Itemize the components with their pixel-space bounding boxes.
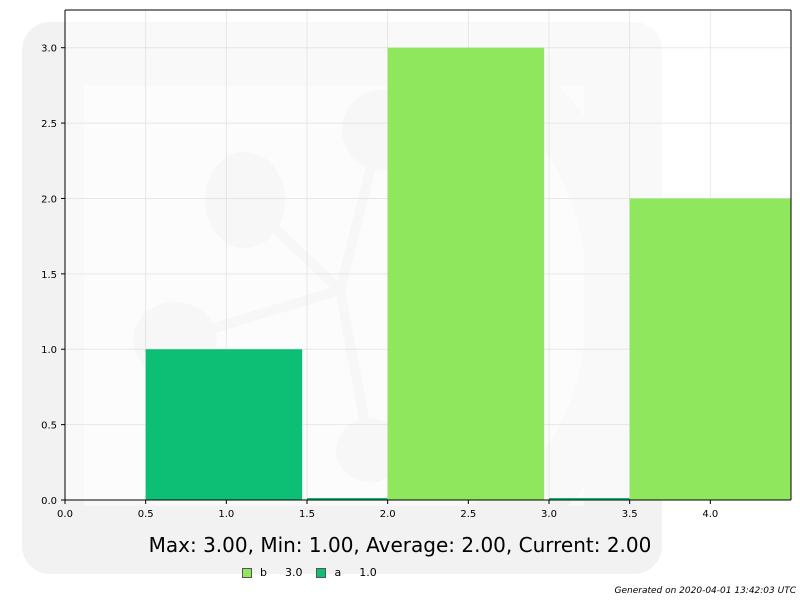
- bar-b-1: [387, 47, 545, 500]
- y-tick-label-3: 1.5: [41, 270, 57, 281]
- bar-b-2: [629, 198, 791, 500]
- legend: b 3.0 a 1.0: [242, 566, 391, 579]
- legend-item-a: a 1.0: [316, 566, 377, 579]
- legend-item-b: b 3.0: [242, 566, 302, 579]
- y-tick-label-4: 2.0: [41, 194, 57, 205]
- y-tick-label-0: 0.0: [41, 496, 57, 507]
- x-tick-label-4: 2.0: [380, 509, 396, 520]
- legend-value-a: 1.0: [359, 566, 377, 579]
- legend-value-b: 3.0: [284, 566, 303, 579]
- x-tick-label-8: 4.0: [702, 509, 718, 520]
- y-tick-label-6: 3.0: [41, 44, 57, 55]
- stats-summary: Max: 3.00, Min: 1.00, Average: 2.00, Cur…: [148, 533, 652, 557]
- x-tick-label-5: 2.5: [460, 509, 476, 520]
- y-tick-label-5: 2.5: [41, 119, 57, 130]
- x-tick-label-0: 0.0: [57, 509, 73, 520]
- x-tick-label-2: 1.0: [218, 509, 234, 520]
- y-tick-label-1: 0.5: [41, 421, 57, 432]
- legend-swatch-b: [242, 567, 252, 578]
- ticks: 0.0 0.5 1.0 1.5 2.0 2.5 3.0 3.5 4.0 0.0 0.5 1.0 1.5 2…: [41, 44, 718, 520]
- x-tick-label-3: 1.5: [299, 509, 315, 520]
- x-tick-label-1: 0.5: [138, 509, 154, 520]
- axes: [64, 9, 792, 501]
- legend-name-b: b: [260, 566, 267, 579]
- legend-swatch-a: [316, 567, 327, 578]
- generated-timestamp: Generated on 2020-04-01 13:42:03 UTC: [614, 586, 797, 596]
- y-tick-label-2: 1.0: [41, 345, 57, 356]
- x-tick-label-6: 3.0: [541, 509, 557, 520]
- x-tick-label-7: 3.5: [622, 509, 638, 520]
- legend-name-a: a: [334, 566, 342, 579]
- bars: [145, 47, 791, 500]
- bar-a-0: [145, 349, 303, 500]
